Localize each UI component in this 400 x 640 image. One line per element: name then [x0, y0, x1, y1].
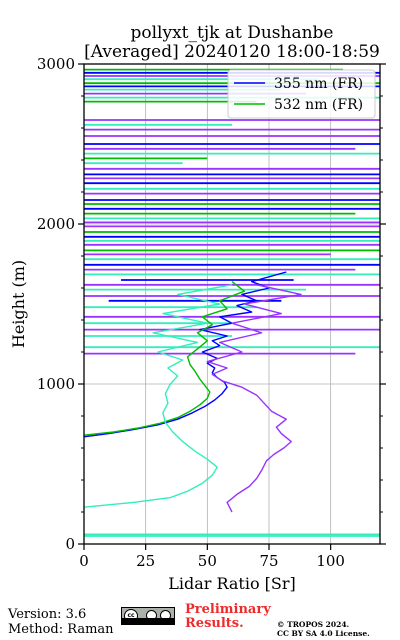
series-line-3: [83, 284, 233, 508]
legend-label-355: 355 nm (FR): [274, 76, 363, 92]
copyright-line-2: CC BY SA 4.0 License.: [277, 629, 370, 638]
preliminary-line-1: Preliminary: [185, 602, 271, 617]
x-axis-label: Lidar Ratio [Sr]: [168, 574, 296, 593]
series-line-1: [83, 281, 246, 436]
license-bar: [122, 618, 174, 624]
copyright-line-1: © TROPOS 2024.: [277, 620, 350, 629]
chart-subtitle: [Averaged] 20240120 18:00-18:59: [84, 42, 380, 62]
plot-area: [83, 68, 380, 537]
preliminary-line-2: Results.: [185, 616, 244, 631]
x-tick-label: 25: [136, 552, 155, 570]
method-text: Method: Raman: [8, 622, 114, 637]
plot-frame: [83, 63, 381, 545]
chart-title: pollyxt_tjk at Dushanbe: [131, 23, 334, 43]
y-tick-label: 1000: [37, 375, 75, 393]
y-tick-label: 2000: [37, 215, 75, 233]
cc-license-badge: cc: [121, 607, 175, 625]
x-tick-label: 100: [316, 552, 345, 570]
x-tick-label: 50: [198, 552, 217, 570]
series-line-2: [206, 284, 302, 513]
x-tick-label: 0: [79, 552, 89, 570]
legend-box: [227, 69, 376, 119]
preliminary-notice: Preliminary Results.: [185, 603, 271, 631]
y-tick-label: 3000: [37, 55, 75, 73]
lidar-ratio-chart: pollyxt_tjk at Dushanbe [Averaged] 20240…: [9, 23, 386, 593]
copyright-notice: © TROPOS 2024. CC BY SA 4.0 License.: [277, 620, 370, 638]
legend-label-532: 532 nm (FR): [274, 97, 363, 113]
y-axis-label: Height (m): [9, 260, 28, 348]
legend: 355 nm (FR) 532 nm (FR): [227, 69, 376, 119]
x-tick-label: 75: [259, 552, 278, 570]
y-tick-label: 0: [65, 535, 75, 553]
version-text: Version: 3.6: [8, 607, 87, 622]
